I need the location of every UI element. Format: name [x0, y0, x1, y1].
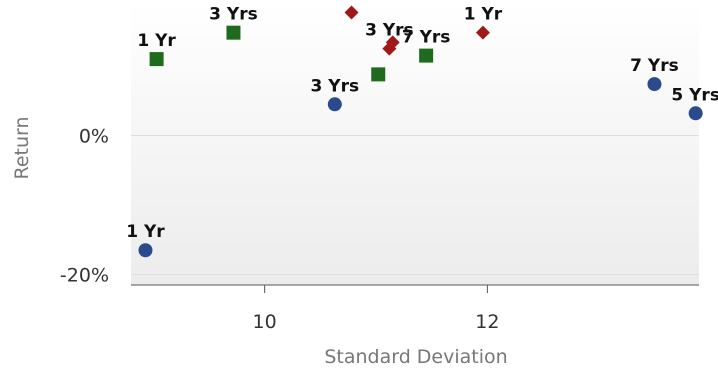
y-axis-title: Return	[11, 116, 33, 179]
point-label: 3 Yrs	[365, 21, 414, 41]
data-point	[385, 35, 400, 50]
point-label: 7 Yrs	[630, 56, 679, 76]
data-points	[138, 5, 703, 258]
data-point	[226, 25, 241, 40]
data-point	[327, 97, 342, 112]
axes: 0% -20% 10 12	[60, 126, 699, 333]
plot-area	[131, 0, 699, 285]
data-point	[344, 5, 359, 20]
data-point	[138, 243, 153, 258]
y-tick-label: -20%	[60, 265, 109, 287]
data-point	[149, 52, 164, 67]
point-label: 5 Yrs	[671, 85, 718, 105]
point-label: 1 Yr	[464, 5, 503, 25]
grid	[131, 135, 699, 276]
point-label: 7 Yrs	[402, 28, 451, 48]
data-point	[647, 77, 662, 92]
x-axis-title: Standard Deviation	[324, 346, 507, 368]
y-tick-label: 0%	[79, 126, 109, 148]
x-tick-label: 12	[475, 311, 499, 333]
point-label: 1 Yr	[137, 31, 176, 51]
point-label: 3 Yrs	[311, 76, 360, 96]
data-point	[688, 106, 703, 121]
point-label: 1 Yr	[126, 222, 165, 242]
data-point	[419, 48, 434, 63]
data-point	[371, 67, 386, 82]
x-tick-label: 10	[253, 311, 277, 333]
point-label: 3 Yrs	[209, 5, 258, 25]
data-point	[475, 25, 490, 40]
